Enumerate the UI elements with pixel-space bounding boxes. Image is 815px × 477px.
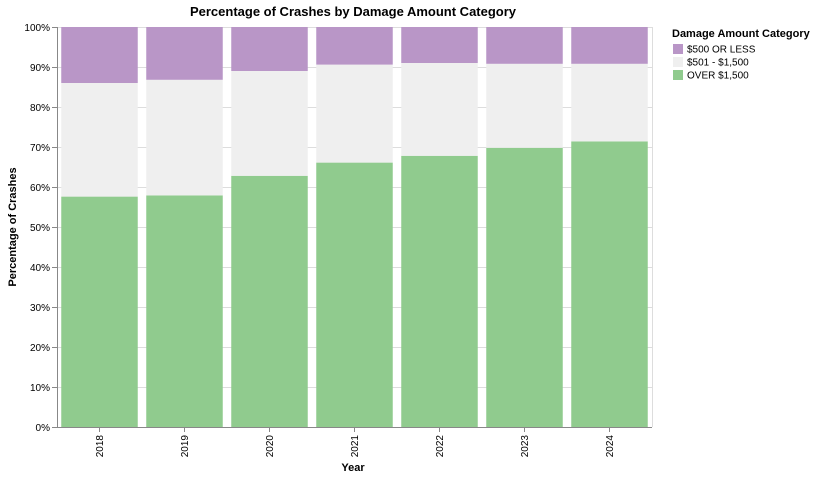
- axes: 0% 10% 20% 30% 40% 50% 60% 70% 80% 90% 100% 2018 201…: [24, 23, 652, 457]
- legend-label: $501 - $1,500: [687, 58, 749, 69]
- y-tick-label: 40%: [30, 263, 50, 274]
- legend-label: $500 OR LESS: [687, 45, 756, 56]
- legend: Damage Amount Category $500 OR LESS $501 …: [672, 28, 811, 82]
- bar-segment: [316, 64, 393, 163]
- bar-segment: [401, 27, 478, 63]
- y-tick-label: 50%: [30, 223, 50, 234]
- legend-swatch: [673, 44, 683, 54]
- bar-segment: [401, 155, 478, 428]
- chart-title: Percentage of Crashes by Damage Amount C…: [190, 4, 517, 19]
- bar-segment: [486, 27, 563, 64]
- x-tick-label: 2018: [95, 435, 106, 458]
- bar-segment: [61, 196, 138, 427]
- y-tick-label: 100%: [24, 23, 50, 34]
- y-tick-label: 30%: [30, 303, 50, 314]
- bar-segment: [231, 27, 308, 71]
- y-tick-label: 70%: [30, 143, 50, 154]
- bar-segment: [146, 195, 223, 427]
- y-tick-label: 10%: [30, 383, 50, 394]
- x-tick-label: 2021: [350, 435, 361, 458]
- x-tick-label: 2022: [435, 435, 446, 458]
- x-axis-title: Year: [341, 462, 365, 474]
- bar-segment: [231, 175, 308, 427]
- x-tick-label: 2020: [265, 435, 276, 458]
- legend-swatch: [673, 57, 683, 67]
- bar-segment: [231, 71, 308, 176]
- bar-segment: [571, 63, 648, 142]
- bar-segment: [401, 63, 478, 156]
- x-tick-label: 2023: [520, 435, 531, 458]
- y-tick-label: 80%: [30, 103, 50, 114]
- bar-segment: [571, 141, 648, 427]
- bar-segment: [61, 83, 138, 197]
- y-tick-label: 0%: [36, 423, 51, 434]
- bar-segment: [316, 27, 393, 65]
- bar-segment: [486, 63, 563, 148]
- x-tick-label: 2019: [180, 435, 191, 458]
- legend-title: Damage Amount Category: [672, 28, 811, 40]
- y-tick-label: 90%: [30, 63, 50, 74]
- legend-label: OVER $1,500: [687, 71, 749, 82]
- y-axis-title: Percentage of Crashes: [7, 167, 19, 286]
- y-tick-label: 60%: [30, 183, 50, 194]
- bar-segment: [486, 147, 563, 428]
- bar-segment: [146, 79, 223, 196]
- bar-segment: [316, 162, 393, 427]
- bars: [61, 27, 648, 428]
- bar-segment: [571, 27, 648, 64]
- y-tick-label: 20%: [30, 343, 50, 354]
- bar-segment: [61, 27, 138, 83]
- legend-swatch: [673, 70, 683, 80]
- x-tick-label: 2024: [605, 435, 616, 458]
- bar-segment: [146, 27, 223, 80]
